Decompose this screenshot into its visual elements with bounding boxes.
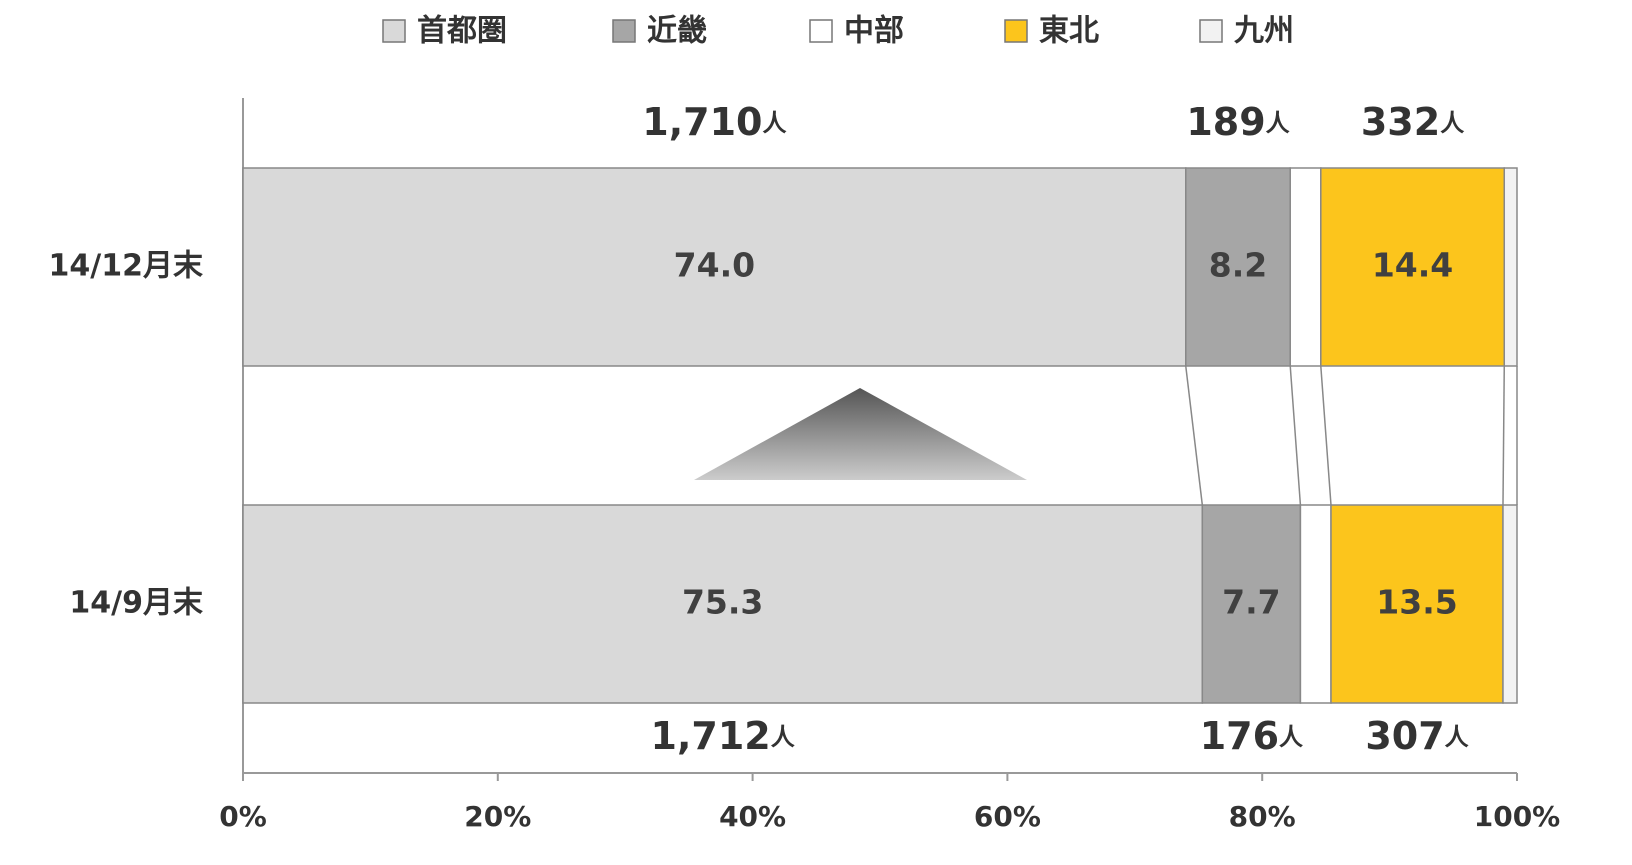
count-label: 1,712人 <box>651 714 795 758</box>
legend-label: 中部 <box>844 14 904 49</box>
count-value: 332 <box>1361 100 1440 144</box>
bar-segment <box>1299 504 1332 704</box>
count-value: 307 <box>1365 714 1444 758</box>
bar-segment <box>1320 167 1506 367</box>
count-unit: 人 <box>1279 723 1303 751</box>
legend-swatch <box>1199 19 1223 43</box>
count-label: 307人 <box>1365 714 1468 758</box>
legend-swatch <box>612 19 636 43</box>
count-unit: 人 <box>771 723 795 751</box>
legend-swatch <box>382 19 406 43</box>
x-tick-label: 40% <box>719 800 786 833</box>
legend-swatch <box>1004 19 1028 43</box>
data-label: 74.0 <box>674 246 755 285</box>
bar-segment <box>242 167 1187 367</box>
category-label: 14/12月末 <box>49 249 203 284</box>
count-value: 189 <box>1186 100 1265 144</box>
count-label: 332人 <box>1361 100 1464 144</box>
data-label: 8.2 <box>1209 246 1267 285</box>
bar-segment <box>1502 504 1518 704</box>
count-unit: 人 <box>762 109 786 137</box>
decrease-arrow <box>694 388 1027 480</box>
connector-line <box>1320 365 1332 506</box>
x-tick-label: 100% <box>1474 800 1561 833</box>
count-label: 189人 <box>1186 100 1289 144</box>
x-tick-label: 20% <box>464 800 531 833</box>
count-unit: 人 <box>1445 723 1469 751</box>
connector-line <box>1502 365 1506 506</box>
data-label: 7.7 <box>1222 583 1280 622</box>
x-tick-label: 80% <box>1229 800 1296 833</box>
x-tick-label: 0% <box>219 800 267 833</box>
legend-label: 東北 <box>1039 14 1099 49</box>
legend-label: 近畿 <box>647 14 707 49</box>
count-unit: 人 <box>1440 109 1464 137</box>
legend-label: 首都圏 <box>417 14 507 49</box>
data-label: 14.4 <box>1372 246 1453 285</box>
count-value: 1,712 <box>651 714 771 758</box>
x-tick-label: 60% <box>974 800 1041 833</box>
count-value: 1,710 <box>642 100 762 144</box>
bar-segment <box>1330 504 1504 704</box>
count-unit: 人 <box>1266 109 1290 137</box>
data-label: 13.5 <box>1376 583 1457 622</box>
bar-segment <box>1185 167 1291 367</box>
connector-line <box>1185 365 1204 506</box>
bar-segment <box>1289 167 1322 367</box>
connector-line <box>1289 365 1302 506</box>
data-label: 75.3 <box>682 583 763 622</box>
category-label: 14/9月末 <box>69 586 203 621</box>
count-label: 176人 <box>1200 714 1303 758</box>
count-label: 1,710人 <box>642 100 786 144</box>
legend-label: 九州 <box>1234 14 1294 49</box>
legend-swatch <box>809 19 833 43</box>
count-value: 176 <box>1200 714 1279 758</box>
bar-segment <box>1503 167 1518 367</box>
